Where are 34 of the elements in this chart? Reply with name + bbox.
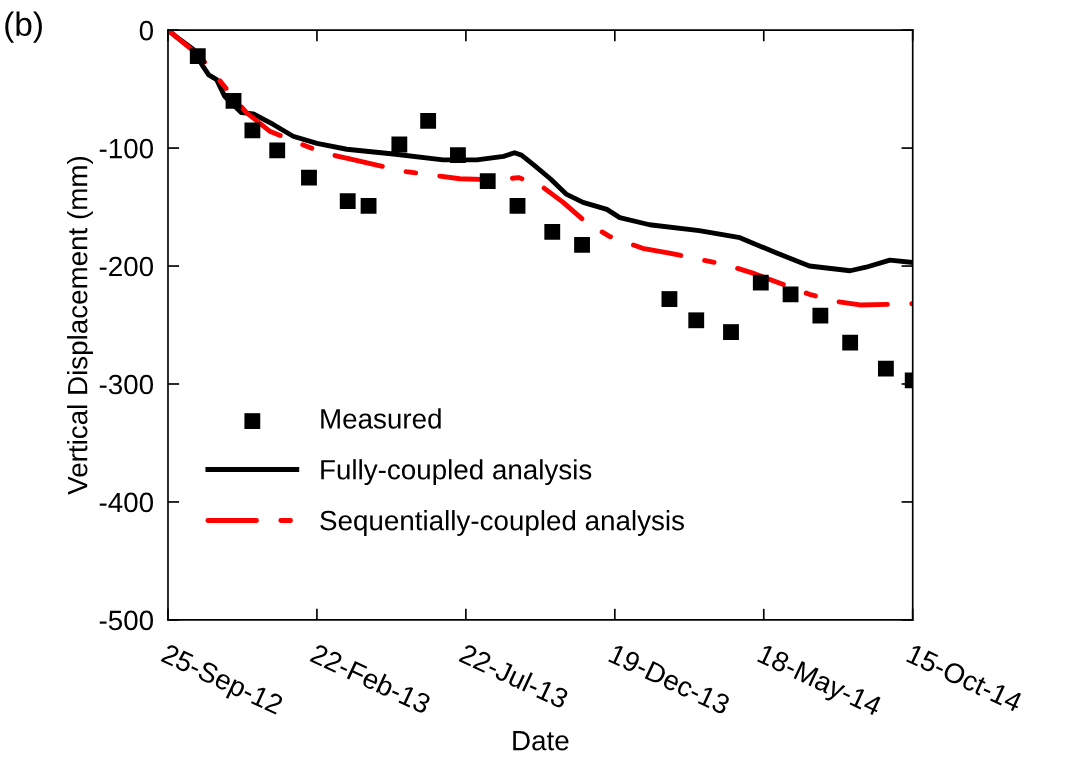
point: [574, 236, 590, 253]
point: [269, 142, 286, 159]
point: [752, 274, 769, 291]
y-tick-label: 0: [139, 20, 154, 41]
y-tick-label: -500: [99, 610, 154, 631]
y-tick-label: -300: [99, 374, 154, 395]
point: [723, 324, 739, 341]
point: [391, 136, 408, 153]
point: [450, 147, 466, 164]
text: (b): [5, 11, 42, 43]
point: [661, 291, 678, 307]
point: [544, 223, 561, 240]
point: [782, 286, 799, 303]
point: [420, 113, 437, 129]
point: [189, 48, 206, 64]
point: [842, 334, 859, 351]
point: [301, 169, 317, 186]
point: [877, 360, 894, 377]
x-axis-title: Date: [513, 731, 569, 751]
legend-label: Fully-coupled analysis: [321, 459, 592, 486]
y-axis-title: Vertical Displacement (mm): [67, 156, 93, 495]
point: [244, 122, 261, 139]
point: [339, 193, 356, 210]
y-tick-label: -100: [99, 138, 154, 159]
point: [812, 307, 829, 324]
y-tick-label: -200: [99, 256, 154, 277]
point: [360, 197, 377, 214]
legend-label: Sequentially-coupled analysis: [320, 510, 684, 536]
legend-label: Measured: [321, 408, 441, 429]
point: [479, 173, 496, 190]
point: [688, 312, 705, 329]
y-tick-label: -400: [99, 492, 154, 513]
point: [509, 197, 526, 214]
point: [225, 92, 242, 109]
